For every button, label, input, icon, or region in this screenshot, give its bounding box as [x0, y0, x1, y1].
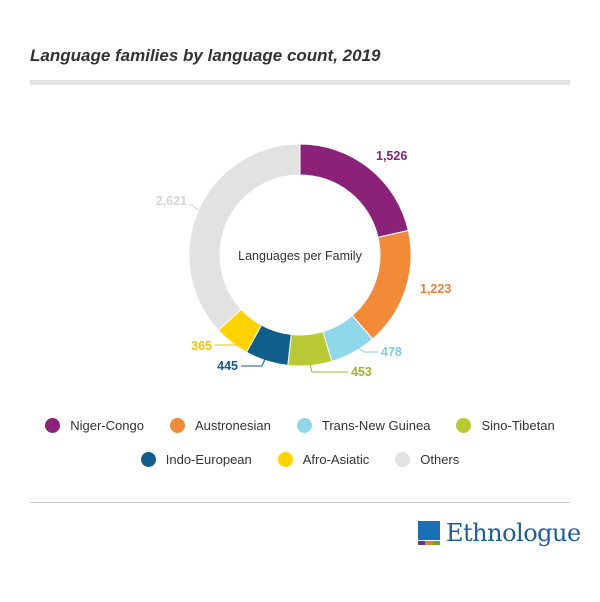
data-label: 1,526 — [376, 149, 407, 163]
donut-chart: 1,526 1,223 478 453 445 365 2,621 Languages pe… — [156, 143, 451, 379]
legend-swatch — [169, 418, 185, 433]
legend-swatch — [45, 418, 61, 433]
leader-line — [189, 204, 199, 211]
data-label: 2,621 — [156, 194, 187, 208]
data-label: 478 — [381, 345, 402, 359]
leader-line — [241, 358, 266, 367]
slice-others — [188, 143, 301, 331]
logo-text: Ethnologue — [446, 519, 581, 547]
legend-swatch — [395, 452, 411, 467]
ethnologue-logo[interactable]: Ethnologue — [418, 519, 581, 547]
chart-title: Language families by language count, 201… — [30, 46, 381, 65]
legend-row-2: Indo-European Afro-Asiatic Others — [30, 452, 570, 467]
leader-line — [309, 363, 348, 373]
data-label: 1,223 — [420, 282, 451, 296]
legend-label: Others — [420, 452, 460, 467]
legend-swatch — [140, 452, 156, 467]
legend-swatch — [277, 452, 293, 467]
legend-item-sino-tibetan: Sino-Tibetan — [456, 418, 555, 433]
legend-item-afro-asiatic: Afro-Asiatic — [277, 452, 370, 467]
legend-item-trans-new-guinea: Trans-New Guinea — [296, 418, 431, 433]
legend-item-austronesian: Austronesian — [169, 418, 271, 433]
legend-label: Austronesian — [194, 418, 271, 433]
legend-label: Indo-European — [165, 452, 252, 467]
title-divider — [30, 80, 570, 85]
slice-austronesian — [351, 229, 412, 340]
legend-swatch — [296, 418, 312, 433]
legend-label: Sino-Tibetan — [481, 418, 555, 433]
legend-row-1: Niger-Congo Austronesian Trans-New Guine… — [30, 418, 570, 433]
legend-label: Afro-Asiatic — [302, 452, 370, 467]
legend-item-others: Others — [395, 452, 459, 467]
legend-swatch — [456, 418, 472, 433]
center-label: Languages per Family — [238, 249, 362, 263]
legend-item-indo-european: Indo-European — [140, 452, 252, 467]
legend-label: Trans-New Guinea — [321, 418, 431, 433]
data-label: 453 — [351, 365, 372, 379]
data-label: 445 — [217, 359, 238, 373]
ethnologue-logo-icon — [418, 521, 440, 545]
footer-divider — [30, 502, 570, 503]
legend-label: Niger-Congo — [70, 418, 144, 433]
leader-line — [356, 346, 378, 353]
data-label: 365 — [191, 339, 212, 353]
legend-item-niger-congo: Niger-Congo — [45, 418, 144, 433]
